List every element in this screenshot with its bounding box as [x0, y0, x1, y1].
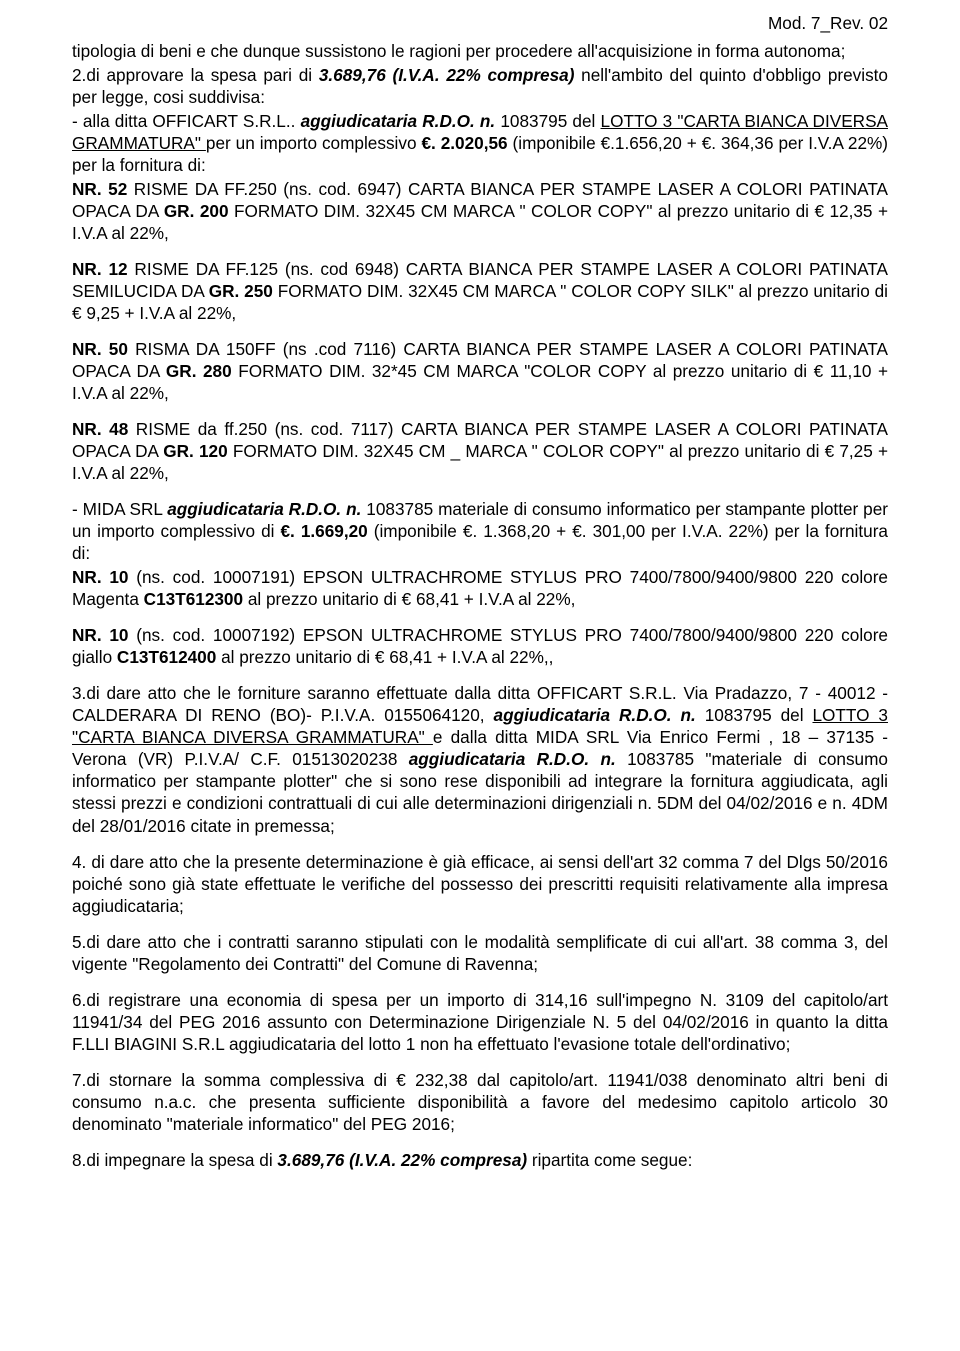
item-4: NR. 48 RISME da ff.250 (ns. cod. 7117) C…	[72, 418, 888, 484]
paragraph-3: 3.di dare atto che le forniture saranno …	[72, 682, 888, 836]
item-3: NR. 50 RISMA DA 150FF (ns .cod 7116) CAR…	[72, 338, 888, 404]
p3-c: 1083795 del	[696, 705, 813, 725]
e1-d: al prezzo unitario di € 68,41 + I.V.A al…	[243, 589, 575, 609]
mida-rdo: aggiudicataria R.D.O. n.	[167, 499, 361, 519]
paragraph-6: 6.di registrare una economia di spesa pe…	[72, 989, 888, 1055]
p8-c: ripartita come segue:	[527, 1150, 692, 1170]
i3-gr: GR. 280	[166, 361, 238, 381]
mida-amount: €. 1.669,20	[280, 521, 367, 541]
i1-gr: GR. 200	[164, 201, 229, 221]
p2-a: 2.di approvare la spesa pari di	[72, 65, 319, 85]
s1-c: 1083795 del	[495, 111, 600, 131]
i4-nr: NR. 48	[72, 419, 128, 439]
i3-nr: NR. 50	[72, 339, 128, 359]
paragraph-intro: tipologia di beni e che dunque sussiston…	[72, 40, 888, 62]
epson-1: NR. 10 (ns. cod. 10007191) EPSON ULTRACH…	[72, 566, 888, 610]
paragraph-7: 7.di stornare la somma complessiva di € …	[72, 1069, 888, 1135]
document-page: Mod. 7_Rev. 02 tipologia di beni e che d…	[0, 0, 960, 1351]
e2-code: C13T612400	[117, 647, 216, 667]
p8-a: 8.di impegnare la spesa di	[72, 1150, 277, 1170]
item-2: NR. 12 RISME DA FF.125 (ns. cod 6948) CA…	[72, 258, 888, 324]
p2-amount: 3.689,76 (I.V.A. 22% compresa)	[319, 65, 575, 85]
s1-amount: €. 2.020,56	[421, 133, 507, 153]
supplier-officart: - alla ditta OFFICART S.R.L.. aggiudicat…	[72, 110, 888, 176]
p8-amount: 3.689,76 (I.V.A. 22% compresa)	[277, 1150, 527, 1170]
e1-code: C13T612300	[144, 589, 243, 609]
e2-d: al prezzo unitario di € 68,41 + I.V.A al…	[216, 647, 553, 667]
i4-gr: GR. 120	[163, 441, 227, 461]
s1-a: - alla ditta OFFICART S.R.L..	[72, 111, 301, 131]
paragraph-2: 2.di approvare la spesa pari di 3.689,76…	[72, 64, 888, 108]
mida-a: - MIDA SRL	[72, 499, 167, 519]
s1-e: per un importo complessivo	[206, 133, 422, 153]
p3-rdo1: aggiudicataria R.D.O. n.	[494, 705, 696, 725]
paragraph-5: 5.di dare atto che i contratti saranno s…	[72, 931, 888, 975]
paragraph-8: 8.di impegnare la spesa di 3.689,76 (I.V…	[72, 1149, 888, 1171]
e2-nr: NR. 10	[72, 625, 128, 645]
paragraph-4: 4. di dare atto che la presente determin…	[72, 851, 888, 917]
i2-gr: GR. 250	[209, 281, 273, 301]
p3-rdo2: aggiudicataria R.D.O. n.	[409, 749, 616, 769]
epson-2: NR. 10 (ns. cod. 10007192) EPSON ULTRACH…	[72, 624, 888, 668]
e1-nr: NR. 10	[72, 567, 128, 587]
i1-nr: NR. 52	[72, 179, 127, 199]
header-revision: Mod. 7_Rev. 02	[72, 12, 888, 34]
item-1: NR. 52 RISME DA FF.250 (ns. cod. 6947) C…	[72, 178, 888, 244]
i2-nr: NR. 12	[72, 259, 128, 279]
supplier-mida: - MIDA SRL aggiudicataria R.D.O. n. 1083…	[72, 498, 888, 564]
s1-rdo: aggiudicataria R.D.O. n.	[301, 111, 496, 131]
